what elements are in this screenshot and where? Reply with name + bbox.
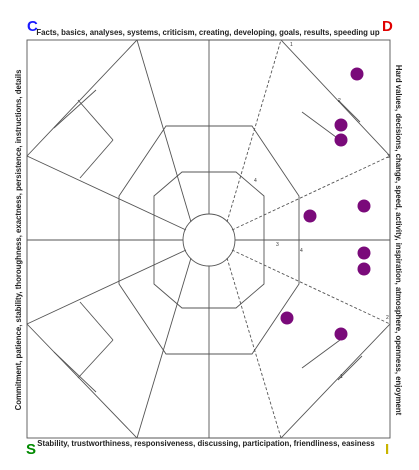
marker-dot-3 [334,133,348,147]
spoke-right-upper [231,155,391,231]
corner-letter-i: I [385,441,389,458]
marker-dot-8 [280,311,294,325]
corner-letter-d: D [382,18,393,35]
tick-label-d2: 2 [338,98,341,104]
middle-octagon [118,125,300,355]
cell-br-1 [301,339,341,369]
marker-dot-7 [357,262,371,276]
tick-label-i2: 2 [386,315,389,321]
center-circle [182,213,236,267]
marker-dot-4 [303,209,317,223]
corner-letter-c: C [27,18,38,35]
spoke-lower-left [136,257,192,439]
diagram-details [26,39,391,439]
cell-tr-2 [337,99,361,123]
spoke-left-upper [26,155,187,231]
edge-label-left: Commitment, patience, stability, thoroug… [14,69,23,411]
edge-label-right: Hard values, decisions, change, speed, a… [394,65,403,416]
cell-bl-1 [79,301,114,341]
tick-label-i3: 3 [276,242,279,248]
cell-tr-1 [301,111,341,141]
inner-shape [153,171,265,309]
spoke-left-lower [26,249,187,325]
cell-tl-3 [53,89,97,129]
edge-label-bottom: Stability, trustworthiness, responsivene… [37,439,375,448]
cell-bl-3 [53,351,97,393]
cell-tl-2 [79,139,114,179]
tick-label-i4: 4 [300,248,303,254]
spoke-upper-right [226,39,282,223]
marker-dot-1 [350,67,364,81]
marker-dot-2 [334,118,348,132]
tick-label-d3: 3 [387,154,390,160]
tick-label-i1: 1 [340,374,343,380]
tick-label-d4: 4 [254,178,257,184]
marker-dot-9 [334,327,348,341]
markers [280,67,371,341]
cell-br-2 [337,355,363,381]
corner-letter-s: S [26,441,36,458]
marker-dot-6 [357,246,371,260]
tick-label-d1: 1 [290,42,293,48]
spoke-upper-left [136,39,192,223]
spoke-right-lower [231,249,391,325]
edge-label-top: Facts, basics, analyses, systems, critic… [36,28,379,37]
marker-dot-5 [357,199,371,213]
cell-bl-2 [77,339,114,379]
cell-tl-1 [77,99,114,141]
spoke-lower-right [226,257,282,439]
